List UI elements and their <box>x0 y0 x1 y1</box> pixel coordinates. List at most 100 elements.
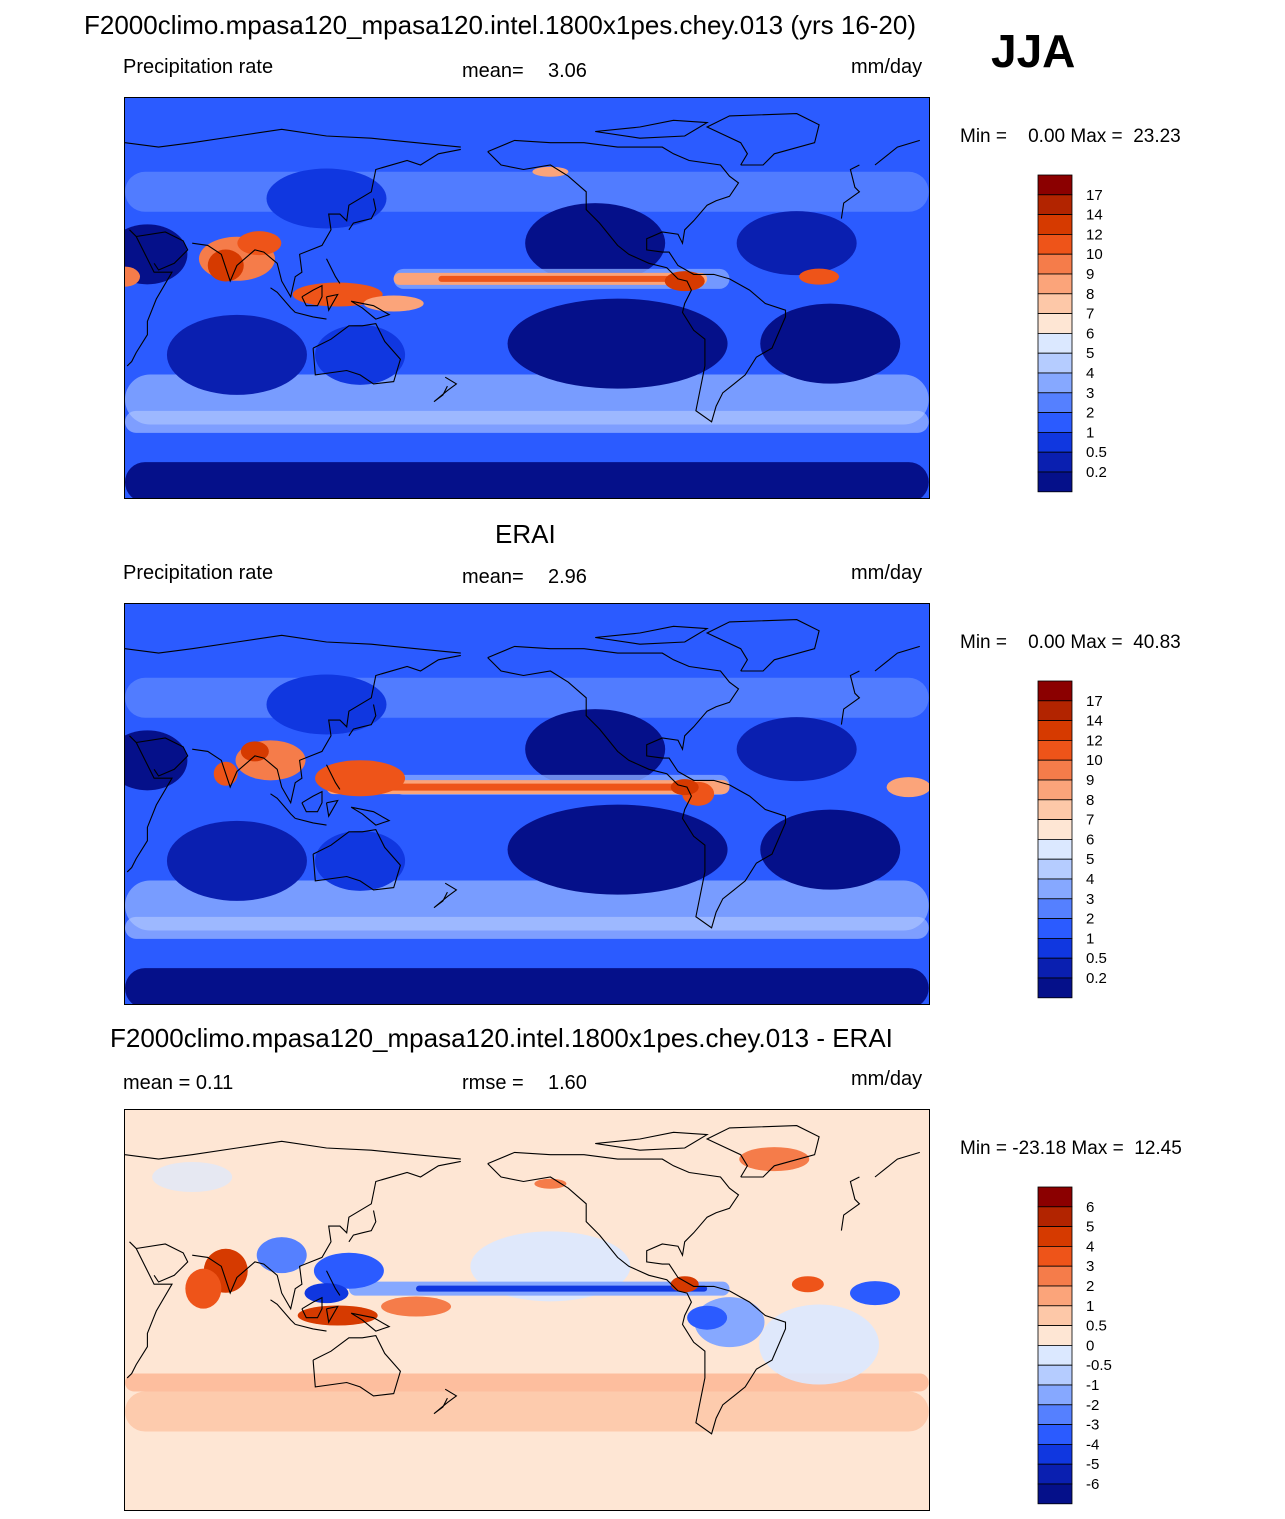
contour-region <box>760 809 901 890</box>
colorbar-swatch <box>1037 1384 1073 1406</box>
colorbar-tick-label: 1 <box>1086 424 1094 441</box>
colorbar-swatch <box>1037 957 1073 979</box>
coastline-path <box>433 376 458 403</box>
coastline-path <box>192 148 461 299</box>
colorbar-swatch <box>1037 1246 1073 1267</box>
contour-band <box>125 410 929 433</box>
colorbar-swatch <box>1037 451 1073 473</box>
coastlines <box>125 113 920 423</box>
colorbar-swatch <box>1037 799 1073 821</box>
colorbar-tick-label: 4 <box>1086 365 1094 382</box>
coastline-path <box>312 322 402 385</box>
colorbar-swatch <box>1037 740 1073 761</box>
panel2-left-label: Precipitation rate <box>123 562 274 584</box>
colorbar-tick-label: 14 <box>1086 713 1103 730</box>
colorbar-tick-label: 0 <box>1086 1337 1094 1354</box>
panel3-rmse-value: 1.60 <box>548 1072 587 1094</box>
coastline-path <box>126 735 173 873</box>
contour-region <box>125 224 188 285</box>
coastline-path <box>705 619 820 672</box>
colorbar-swatch <box>1037 1305 1073 1327</box>
coastline-path <box>126 1241 173 1379</box>
colorbar-swatch <box>1037 412 1073 433</box>
colorbar-swatch <box>1037 1344 1073 1366</box>
colorbar-tick-label: 4 <box>1086 1238 1094 1255</box>
coastline-path <box>312 1334 402 1397</box>
panel1-minmax: Min = 0.00 Max = 23.23 <box>960 126 1181 147</box>
coastline-path <box>301 1296 323 1319</box>
coastline-path <box>350 1312 391 1332</box>
contour-region <box>507 804 728 895</box>
coastline-path <box>433 1388 458 1415</box>
colorbar-swatch <box>1037 858 1073 880</box>
colorbar-tick-label: 17 <box>1086 693 1103 710</box>
panel3-title: F2000climo.mpasa120_mpasa120.intel.1800x… <box>110 1023 893 1053</box>
colorbar-swatch <box>1037 1424 1073 1445</box>
colorbar-tick-label: 5 <box>1086 345 1094 362</box>
colorbar-tick-label: 2 <box>1086 1278 1094 1295</box>
coastline-path <box>595 1131 709 1151</box>
contour-region <box>736 717 857 782</box>
contour-band <box>438 275 685 282</box>
colorbar-swatch <box>1037 293 1073 315</box>
colorbar-swatch <box>1037 1483 1073 1505</box>
contour-region <box>207 249 244 282</box>
colorbar-tick-label: 2 <box>1086 405 1094 422</box>
colorbar-tick-label: -4 <box>1086 1436 1099 1453</box>
contour-band <box>125 916 929 939</box>
contour-region <box>315 324 406 385</box>
panel1-left-label: Precipitation rate <box>123 56 274 78</box>
panel2-mean-label: mean= <box>462 566 524 588</box>
colorbar-tick-label: 0.5 <box>1086 444 1107 461</box>
panel3-mean-label: mean = 0.11 <box>123 1072 234 1094</box>
panel2-mean-value: 2.96 <box>548 566 587 588</box>
panel2-colorbar: 17 14 12 10 9 8 7 6 5 4 3 2 1 0.5 0.2 <box>1037 680 1107 999</box>
colorbar-tick-label: 7 <box>1086 306 1094 323</box>
colorbar-tick-label: 5 <box>1086 851 1094 868</box>
colorbar-swatch <box>1037 1325 1073 1346</box>
coastline-path <box>125 634 461 654</box>
panel2-minmax: Min = 0.00 Max = 40.83 <box>960 632 1181 653</box>
colorbar-swatch <box>1037 680 1073 702</box>
colorbar-swatch <box>1037 937 1073 959</box>
contour-region <box>670 1276 699 1293</box>
coastline-path <box>312 828 402 891</box>
coastline-path <box>295 1323 327 1332</box>
precip-map-svg <box>125 604 929 1004</box>
colorbar-tick-label: 3 <box>1086 385 1094 402</box>
coastline-path <box>326 258 341 284</box>
colorbar-swatch <box>1037 1364 1073 1386</box>
contour-band <box>125 1373 929 1392</box>
colorbar-tick-label: 1 <box>1086 930 1094 947</box>
contour-band <box>125 1391 929 1432</box>
coastline-path <box>350 300 391 320</box>
contour-region <box>237 231 282 256</box>
colorbar-tick-label: -5 <box>1086 1456 1099 1473</box>
coastline-path <box>126 229 173 367</box>
colorbar-tick-label: -3 <box>1086 1417 1099 1434</box>
colorbar-svg: 17 14 12 10 9 8 7 6 5 4 3 2 1 0.5 0.2 <box>1037 174 1107 493</box>
colorbar-swatch <box>1037 898 1073 920</box>
coastline-path <box>595 119 709 139</box>
colorbar-tick-label: 5 <box>1086 1219 1094 1236</box>
colorbar-swatch <box>1037 1186 1073 1208</box>
panel3-map <box>124 1109 930 1511</box>
panel1-colorbar: 17 14 12 10 9 8 7 6 5 4 3 2 1 0.5 0.2 <box>1037 174 1107 493</box>
coastline-path <box>192 654 461 805</box>
season-label: JJA <box>991 25 1076 77</box>
colorbar-swatch <box>1037 313 1073 334</box>
colorbar-swatch <box>1037 471 1073 493</box>
panel1-mean-label: mean= <box>462 60 524 82</box>
coastlines <box>125 1125 920 1435</box>
colorbar-tick-label: 9 <box>1086 772 1094 789</box>
colorbar-tick-label: -1 <box>1086 1377 1099 1394</box>
colorbar-tick-label: -2 <box>1086 1397 1099 1414</box>
contour-region <box>670 779 699 796</box>
colorbar-swatch <box>1037 1463 1073 1485</box>
contour-region <box>534 1178 567 1189</box>
colorbar-swatch <box>1037 720 1073 741</box>
colorbar-tick-label: 10 <box>1086 246 1103 263</box>
colorbar-tick-label: 8 <box>1086 286 1094 303</box>
panel2-units: mm/day <box>851 562 923 584</box>
coastline-path <box>874 1151 920 1178</box>
